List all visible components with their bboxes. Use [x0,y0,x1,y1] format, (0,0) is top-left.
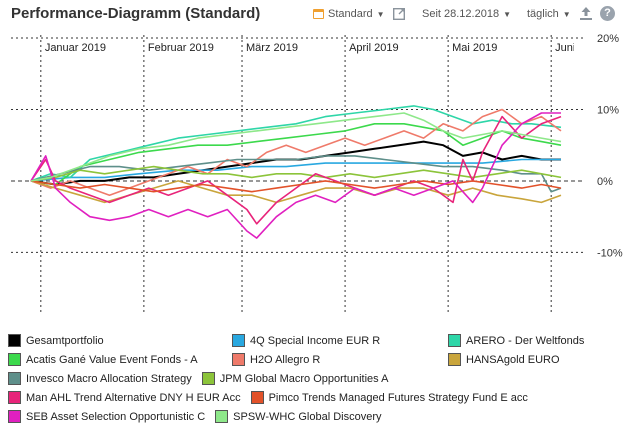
legend-label: HANSAgold EURO [466,353,560,366]
legend-item[interactable]: Acatis Gané Value Event Fonds - A [8,353,198,366]
legend-label: SEB Asset Selection Opportunistic C [26,410,206,423]
view-label: Standard [328,8,373,20]
legend-row: Acatis Gané Value Event Fonds - A H2O All… [8,350,620,369]
legend-swatch [8,353,21,366]
legend-label: 4Q Special Income EUR R [250,334,381,347]
legend-item[interactable]: Invesco Macro Allocation Strategy [8,372,192,385]
chevron-down-icon: ▼ [562,9,571,19]
legend-row: Invesco Macro Allocation Strategy JPM Glo… [8,369,620,388]
upload-icon[interactable] [579,6,593,21]
month-label: Februar 2019 [148,42,214,54]
y-tick-label: 20% [597,33,619,45]
expand-icon[interactable] [393,8,405,20]
chevron-down-icon: ▼ [503,9,511,19]
chart-legend: Gesamtportfolio 4Q Special Income EUR R AR… [8,331,620,426]
help-icon[interactable]: ? [600,6,615,21]
legend-swatch [250,391,264,404]
legend-item[interactable]: ARERO - Der Weltfonds [448,334,584,347]
legend-label: ARERO - Der Weltfonds [466,334,585,347]
series-line [30,180,562,193]
legend-row: Man AHL Trend Alternative DNY H EUR Acc P… [8,388,620,407]
legend-swatch [448,334,461,347]
legend-item[interactable]: SEB Asset Selection Opportunistic C [8,410,205,423]
legend-label: Acatis Gané Value Event Fonds - A [26,353,198,366]
legend-swatch [8,334,21,347]
series-line [30,105,562,182]
legend-swatch [8,410,21,423]
legend-row: Gesamtportfolio 4Q Special Income EUR R AR… [8,331,620,350]
series-line [30,158,561,182]
month-label: Mai 2019 [452,42,497,54]
y-tick-label: -10% [597,247,623,259]
interval-selector[interactable]: täglich ▼ [527,8,571,20]
page-title: Performance-Diagramm (Standard) [11,5,261,22]
legend-label: Pimco Trends Managed Futures Strategy Fu… [268,391,528,404]
legend-item[interactable]: Pimco Trends Managed Futures Strategy Fu… [250,391,528,404]
month-label: Januar 2019 [45,42,106,54]
series-line [30,115,562,225]
date-range-selector[interactable]: Seit 28.12.2018 ▼ [422,8,511,20]
series-line [30,155,562,193]
series-line [30,108,562,196]
series-line [30,112,561,239]
legend-swatch [8,391,21,404]
series-line [30,165,562,182]
legend-item[interactable]: 4Q Special Income EUR R [232,334,380,347]
y-tick-label: 10% [597,104,619,116]
y-tick-label: 0% [597,176,613,188]
chevron-down-icon: ▼ [376,9,385,19]
legend-item[interactable]: HANSAgold EURO [448,353,560,366]
legend-label: Invesco Macro Allocation Strategy [26,372,192,385]
legend-label: Gesamtportfolio [26,334,104,347]
legend-swatch [8,372,21,385]
month-label: März 2019 [246,42,298,54]
legend-row: SEB Asset Selection Opportunistic C SPSW-… [8,407,620,426]
legend-swatch [232,353,245,366]
interval-label: täglich [527,8,559,20]
legend-swatch [448,353,461,366]
date-range-label: Seit 28.12.2018 [422,8,500,20]
legend-label: H2O Allegro R [250,353,321,366]
legend-label: Man AHL Trend Alternative DNY H EUR Acc [26,391,241,404]
month-label: April 2019 [349,42,399,54]
series-line [30,112,562,182]
legend-label: JPM Global Macro Opportunities A [219,372,389,385]
legend-swatch [232,334,245,347]
legend-swatch [201,372,215,385]
legend-label: SPSW-WHC Global Discovery [233,410,382,423]
legend-item[interactable]: Gesamtportfolio [8,334,104,347]
legend-swatch [215,410,229,423]
month-label: Juni 2019 [555,42,603,54]
legend-item[interactable]: Man AHL Trend Alternative DNY H EUR Acc [8,391,241,404]
series-line [30,180,562,204]
calendar-icon [313,9,324,19]
legend-item[interactable]: JPM Global Macro Opportunities A [201,372,389,385]
view-selector[interactable]: Standard ▼ [313,8,385,20]
performance-chart: 20% 10% 0% -10% Januar 2019 Februar 2019 März … [11,33,623,315]
legend-item[interactable]: SPSW-WHC Global Discovery [215,410,381,423]
legend-item[interactable]: H2O Allegro R [232,353,320,366]
